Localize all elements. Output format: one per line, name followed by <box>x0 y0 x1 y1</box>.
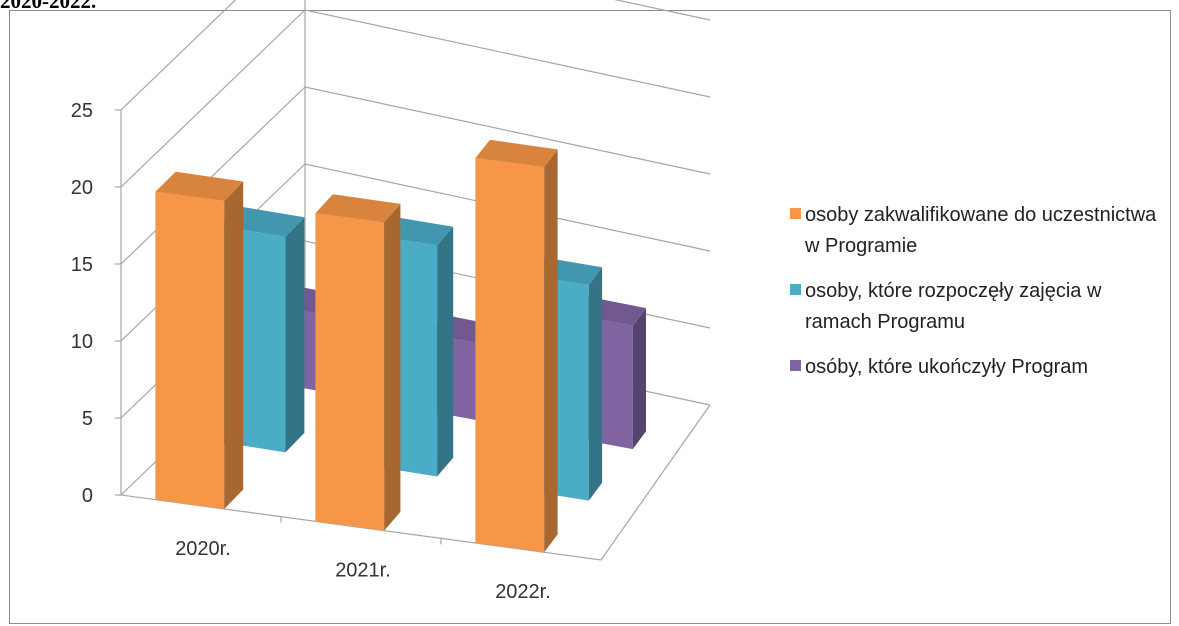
legend-label: osoby, które rozpoczęły zajęcia w ramach… <box>805 280 1102 333</box>
x-tick-label: 2021r. <box>335 560 391 582</box>
x-tick-label: 2020r. <box>175 538 231 560</box>
bar-side <box>285 217 305 453</box>
legend-swatch <box>790 208 801 219</box>
legend-swatch <box>790 284 801 295</box>
bar-top <box>315 194 401 223</box>
bar-front <box>155 191 225 509</box>
bar-0-1 <box>315 194 401 531</box>
legend-item: osóby, które ukończyły Program <box>790 352 1170 383</box>
x-axis: 2020r. 2021r. 2022r. <box>175 516 551 603</box>
bar-side <box>588 267 603 501</box>
bar-front <box>475 158 545 553</box>
x-tick-label: 2022r. <box>495 581 551 603</box>
legend-item: osoby, które rozpoczęły zajęcia w ramach… <box>790 276 1170 338</box>
bar-side <box>224 181 244 509</box>
y-axis-ticks: 0 5 10 15 20 25 <box>71 100 121 507</box>
chart-frame <box>9 10 1171 624</box>
legend-label: osoby zakwalifikowane do uczestnictwa w … <box>805 204 1157 257</box>
y-tick-label: 20 <box>71 177 93 199</box>
legend-label: osóby, które ukończyły Program <box>805 356 1089 378</box>
bar-top <box>475 139 558 168</box>
y-tick-label: 15 <box>71 254 93 276</box>
y-tick-label: 25 <box>71 100 93 122</box>
bar-0-2 <box>475 139 558 553</box>
page-title: 2020-2022. <box>0 0 97 13</box>
chart-legend: osoby zakwalifikowane do uczestnictwa w … <box>790 200 1170 397</box>
bar-side <box>437 226 454 477</box>
bar-side <box>384 203 401 531</box>
y-tick-label: 0 <box>82 485 93 507</box>
gridline <box>120 0 711 111</box>
legend-swatch <box>790 360 801 371</box>
bars <box>155 139 646 553</box>
y-tick-label: 5 <box>82 408 93 430</box>
bar-front <box>315 213 385 531</box>
bar-top <box>155 171 244 201</box>
bar-side <box>544 149 558 553</box>
bar-side <box>632 308 646 450</box>
y-tick-label: 10 <box>71 331 93 353</box>
legend-item: osoby zakwalifikowane do uczestnictwa w … <box>790 200 1170 262</box>
gridline <box>120 9 711 188</box>
bar-0-0 <box>155 171 244 509</box>
